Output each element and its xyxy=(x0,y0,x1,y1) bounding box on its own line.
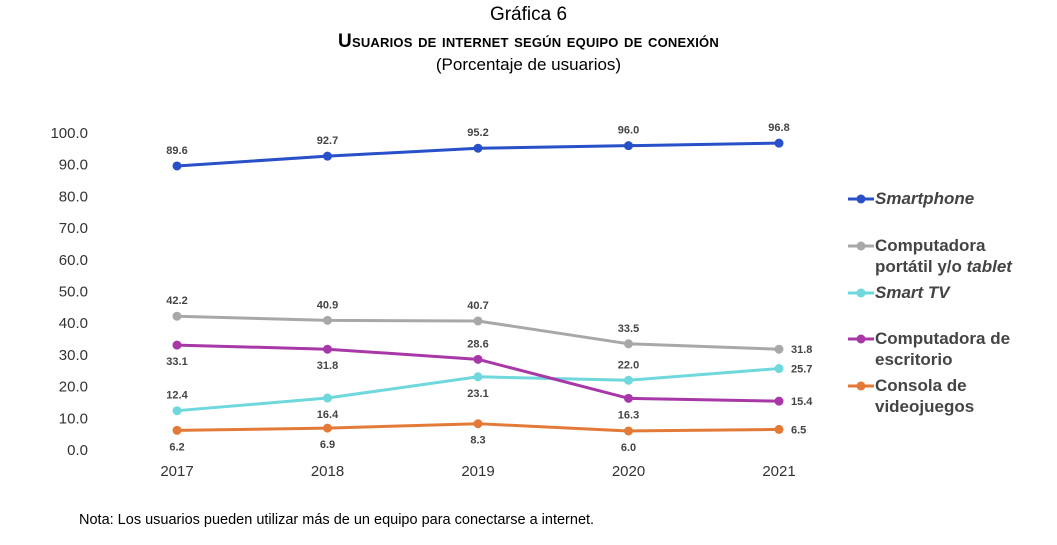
data-label: 16.3 xyxy=(618,409,639,421)
data-point xyxy=(473,143,483,153)
data-label: 31.8 xyxy=(317,360,338,372)
data-point xyxy=(172,406,182,416)
data-point xyxy=(473,372,483,382)
data-point xyxy=(172,425,182,435)
y-tick-label: 20.0 xyxy=(59,379,88,396)
data-label: 15.4 xyxy=(791,396,813,408)
data-point xyxy=(774,424,784,434)
data-point xyxy=(172,311,182,321)
data-label: 40.9 xyxy=(317,299,338,311)
data-label: 33.5 xyxy=(618,323,639,335)
legend-label: Computadora de xyxy=(875,329,1010,348)
data-label: 6.9 xyxy=(320,439,335,451)
legend-item: Smartphone xyxy=(848,189,974,208)
legend-item: Smart TV xyxy=(848,283,951,302)
data-label: 22.0 xyxy=(618,359,639,371)
y-tick-label: 70.0 xyxy=(59,220,88,237)
x-tick-label: 2020 xyxy=(612,463,645,480)
data-label: 6.5 xyxy=(791,424,806,436)
data-point xyxy=(624,141,633,151)
data-label: 42.2 xyxy=(166,295,187,307)
legend-label: portátil y/o tablet xyxy=(875,257,1013,276)
data-point xyxy=(323,393,332,403)
y-tick-label: 10.0 xyxy=(59,410,88,427)
legend-label: Smart TV xyxy=(875,283,951,302)
y-tick-label: 40.0 xyxy=(59,315,88,332)
data-point xyxy=(323,344,332,354)
data-label: 23.1 xyxy=(467,388,488,400)
legend-label: Consola de xyxy=(875,376,967,395)
legend-label: Computadora xyxy=(875,236,986,255)
data-point xyxy=(473,316,483,326)
x-tick-label: 2019 xyxy=(461,463,494,480)
data-point xyxy=(473,354,483,364)
y-tick-label: 60.0 xyxy=(59,252,88,269)
data-point xyxy=(323,151,332,161)
legend-swatch-marker xyxy=(856,241,866,251)
data-label: 40.7 xyxy=(467,300,488,312)
data-label: 6.2 xyxy=(169,441,184,453)
data-point xyxy=(172,161,182,171)
y-tick-label: 50.0 xyxy=(59,284,88,301)
x-tick-label: 2017 xyxy=(160,463,193,480)
data-label: 16.4 xyxy=(317,409,339,421)
legend-swatch-marker xyxy=(856,381,866,391)
x-tick-label: 2021 xyxy=(762,463,795,480)
line-chart: 0.0 10.0 20.0 30.0 40.0 50.0 60.0 70.0 80.0 90.0 1… xyxy=(50,122,1013,480)
data-label: 31.8 xyxy=(791,344,812,356)
chart-label: Gráfica 6 xyxy=(489,4,568,25)
data-point xyxy=(774,344,784,354)
data-point xyxy=(624,339,633,349)
data-point xyxy=(172,340,182,350)
legend-swatch-marker xyxy=(856,288,866,298)
data-label: 8.3 xyxy=(470,435,485,447)
data-point xyxy=(323,423,332,433)
y-tick-label: 90.0 xyxy=(59,157,88,174)
chart-title: Usuarios de internet según equipo de con… xyxy=(338,31,719,52)
legend-label: videojuegos xyxy=(875,397,974,416)
legend-label: Smartphone xyxy=(875,189,974,208)
x-tick-label: 2018 xyxy=(311,463,344,480)
data-label: 6.0 xyxy=(621,442,636,454)
data-label: 96.0 xyxy=(618,125,639,137)
y-tick-label: 30.0 xyxy=(59,347,88,364)
data-point xyxy=(624,375,633,385)
y-tick-label: 100.0 xyxy=(50,125,88,142)
data-label: 12.4 xyxy=(166,390,188,402)
legend-label: escritorio xyxy=(875,350,952,369)
legend-swatch-marker xyxy=(856,334,866,344)
legend-item: Computadora de escritorio xyxy=(848,329,1010,369)
y-tick-label: 0.0 xyxy=(67,442,88,459)
y-tick-label: 80.0 xyxy=(59,188,88,205)
data-label: 95.2 xyxy=(467,127,488,139)
chart-note: Nota: Los usuarios pueden utilizar más d… xyxy=(79,512,595,528)
data-label: 89.6 xyxy=(166,145,187,157)
data-point xyxy=(624,426,633,436)
data-point xyxy=(473,419,483,429)
data-label: 33.1 xyxy=(166,356,187,368)
data-point xyxy=(774,364,784,374)
chart-subtitle: (Porcentaje de usuarios) xyxy=(435,55,622,74)
legend-swatch-marker xyxy=(856,194,866,204)
data-label: 92.7 xyxy=(317,135,338,147)
data-point xyxy=(624,393,633,403)
data-point xyxy=(323,315,332,325)
data-label: 28.6 xyxy=(467,338,488,350)
legend-item: Computadora portátil y/o tablet xyxy=(848,236,1013,276)
legend-item: Consola de videojuegos xyxy=(848,376,974,416)
data-label: 96.8 xyxy=(768,122,789,134)
data-point xyxy=(774,396,784,406)
data-label: 25.7 xyxy=(791,364,812,376)
data-point xyxy=(774,138,784,148)
